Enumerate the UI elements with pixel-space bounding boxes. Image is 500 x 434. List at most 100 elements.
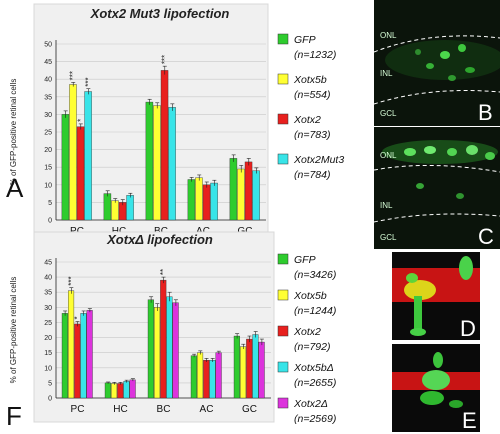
chart-f-y-tick: 40	[44, 275, 52, 282]
chart-f-legend-count: (n=792)	[294, 341, 330, 353]
panel-label-f: F	[6, 401, 22, 431]
chart-a-bar	[210, 182, 218, 221]
chart-f-y-tick: 10	[44, 365, 52, 372]
chart-f-bar	[203, 360, 210, 399]
chart-f-bar	[61, 313, 68, 399]
chart-a-y-tick: 20	[44, 147, 52, 154]
chart-a-legend-count: (n=783)	[294, 129, 330, 141]
chart-f-x-tick: PC	[71, 404, 85, 415]
panel-label-e: E	[462, 408, 477, 433]
chart-f-y-tick: 15	[44, 350, 52, 357]
chart-f-bar	[74, 323, 81, 399]
chart-a-bar	[168, 107, 176, 221]
chart-a-y-tick: 10	[44, 182, 52, 189]
chart-f-bar	[197, 352, 204, 399]
chart-a-bar	[145, 101, 154, 221]
chart-f-bar	[233, 335, 240, 399]
chart-f-bar	[123, 381, 130, 399]
chart-a-significance-label: ***	[69, 71, 78, 80]
chart-f-legend-count: (n=2655)	[294, 377, 336, 389]
chart-a-legend-swatch	[277, 153, 289, 165]
chart-f-bar	[117, 383, 124, 399]
chart-f-legend-swatch	[277, 253, 289, 265]
chart-a-significance-label: ***	[84, 77, 93, 86]
chart-f-bar	[129, 379, 136, 399]
panel-label-d: D	[460, 316, 476, 341]
chart-f-x-tick: BC	[157, 404, 171, 415]
chart-f-legend-label: Xotx2	[293, 326, 321, 338]
chart-f-y-axis-label: % of GFP-positive retinal cells	[9, 277, 18, 384]
chart-f-legend-swatch	[277, 325, 289, 337]
chart-f-legend-swatch	[277, 289, 289, 301]
chart-f-y-tick: 0	[48, 396, 52, 403]
chart-a-legend-label: GFP	[294, 34, 316, 46]
chart-a-legend-count: (n=784)	[294, 169, 330, 181]
chart-a: Xotx2 Mut3 lipofection % of GFP-positive …	[9, 3, 344, 241]
chart-a-bar	[252, 170, 260, 221]
chart-a-bar	[76, 126, 85, 221]
panel-label-b: B	[478, 100, 493, 125]
layer-label-b-onl: ONL	[380, 31, 397, 40]
chart-f-bar	[166, 296, 173, 399]
chart-f-bar	[154, 307, 161, 399]
chart-f-bar	[246, 338, 253, 399]
chart-f-bar	[160, 279, 167, 399]
chart-a-y-tick: 35	[44, 94, 52, 101]
chart-f-y-tick: 30	[44, 305, 52, 312]
chart-f-bar	[240, 346, 247, 399]
layer-label-c-onl: ONL	[380, 151, 397, 160]
chart-a-y-tick: 5	[48, 200, 52, 207]
chart-f-legend-label: Xotx2Δ	[293, 398, 328, 410]
chart-f-bar	[80, 313, 87, 399]
chart-a-bar	[187, 179, 196, 221]
layer-label-c-inl: INL	[380, 201, 393, 210]
chart-f-title: XotxΔ lipofection	[106, 232, 213, 247]
chart-a-y-tick: 50	[44, 42, 52, 49]
chart-a-bar	[111, 200, 119, 221]
chart-f-y-tick: 45	[44, 260, 52, 267]
chart-f-y-tick: 5	[48, 380, 52, 387]
chart-a-y-tick: 25	[44, 130, 52, 137]
chart-f-bar	[111, 383, 118, 399]
panel-label-a: A	[6, 173, 24, 203]
chart-a-bar	[202, 184, 211, 221]
chart-a-bar	[160, 70, 169, 221]
chart-f-bar	[190, 355, 197, 399]
chart-f-y-tick: 25	[44, 320, 52, 327]
micrograph-c: ONL INL GCL C	[373, 127, 500, 249]
chart-f-legend-label: GFP	[294, 254, 316, 266]
chart-f-x-tick: GC	[242, 404, 257, 415]
chart-a-significance-label: ***	[160, 55, 169, 64]
chart-a-bar	[69, 84, 77, 221]
chart-a-legend-swatch	[277, 113, 289, 125]
chart-f-bar	[68, 290, 75, 399]
chart-a-legend-label: Xotx5b	[293, 74, 327, 86]
micrograph-d: D	[392, 252, 480, 341]
chart-f-bar	[104, 382, 111, 399]
chart-f-significance-label: ***	[67, 276, 76, 285]
chart-f-significance-label: *	[73, 316, 82, 319]
chart-a-y-axis-label: % of GFP-positive retinal cells	[9, 79, 18, 186]
chart-a-bar	[103, 193, 112, 221]
chart-f-bar	[258, 341, 265, 399]
chart-f-x-tick: AC	[200, 404, 214, 415]
chart-a-legend-label: Xotx2Mut3	[293, 154, 344, 166]
layer-label-b-inl: INL	[380, 69, 393, 78]
chart-a-y-tick: 30	[44, 112, 52, 119]
chart-f-x-tick: HC	[113, 404, 127, 415]
chart-a-y-tick: 0	[48, 218, 52, 225]
chart-f-legend-swatch	[277, 397, 289, 409]
layer-label-b-gcl: GCL	[380, 109, 397, 118]
chart-f-bar	[86, 310, 93, 399]
chart-a-bar	[229, 158, 238, 221]
chart-a-bar	[84, 91, 92, 221]
chart-a-bar	[244, 161, 253, 221]
chart-f: XotxΔ lipofection % of GFP-positive retin…	[9, 231, 336, 425]
chart-a-bar	[61, 114, 70, 221]
chart-f-y-tick: 35	[44, 290, 52, 297]
chart-a-legend-swatch	[277, 33, 289, 45]
chart-f-legend-label: Xotx5b	[293, 290, 327, 302]
chart-f-bar	[252, 334, 259, 399]
chart-a-y-tick: 40	[44, 77, 52, 84]
